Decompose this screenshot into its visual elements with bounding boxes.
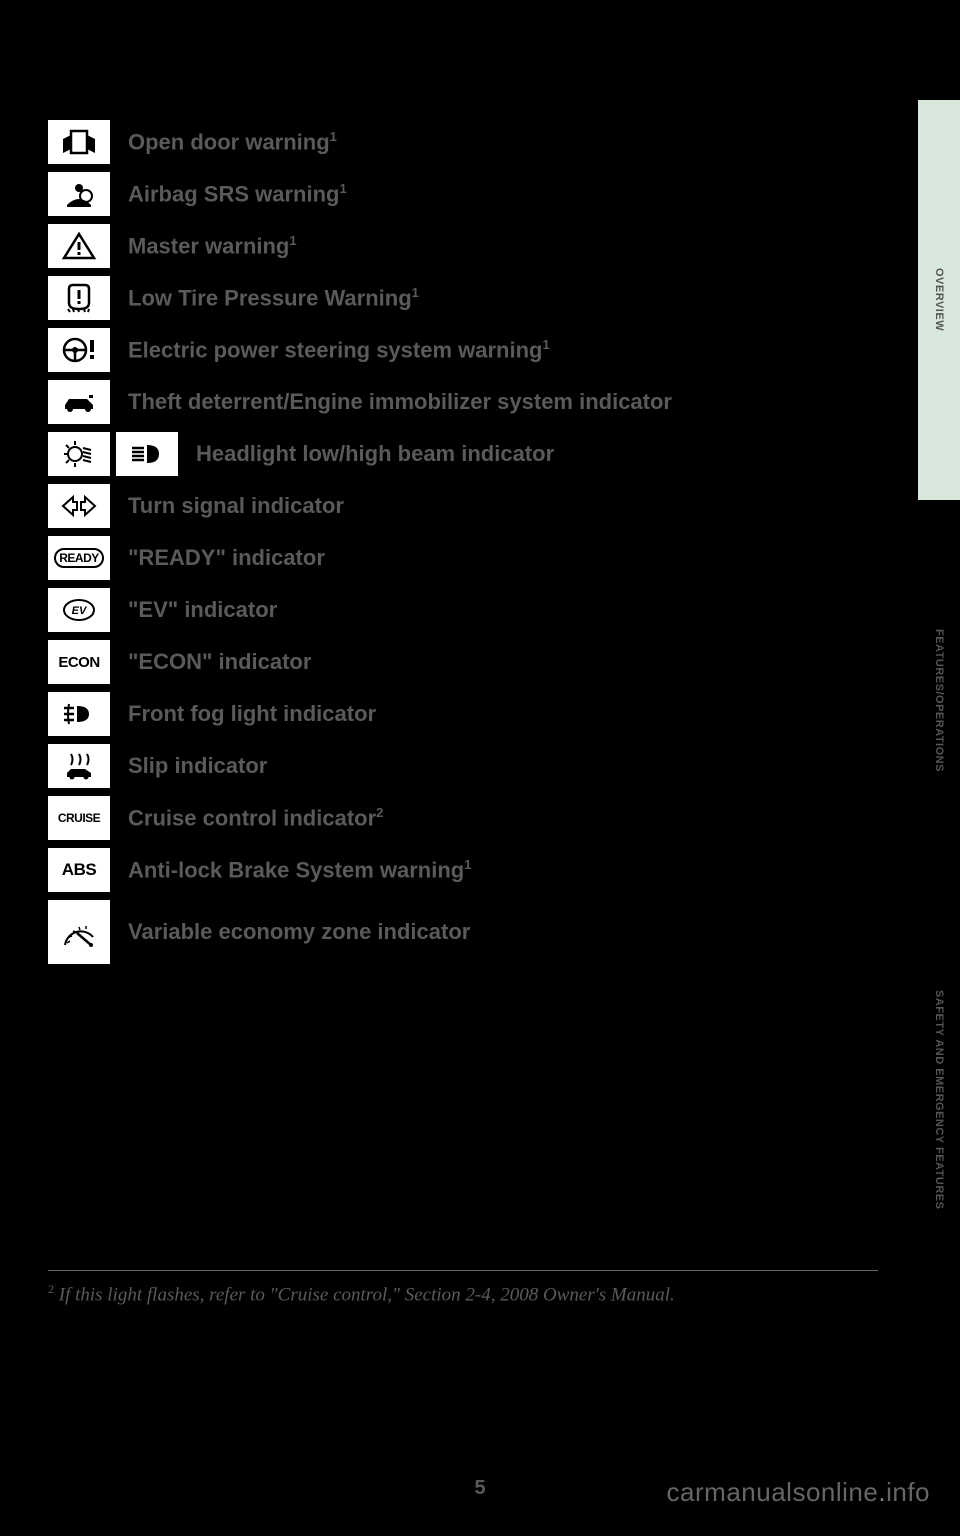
footnote: 2 If this light flashes, refer to "Cruis… [48, 1282, 868, 1306]
indicator-superscript: 1 [339, 181, 346, 196]
footnote-sup: 2 [48, 1282, 54, 1296]
indicator-label: Front fog light indicator [128, 701, 376, 727]
indicator-row: Open door warning1 [48, 120, 848, 164]
indicator-label: "ECON" indicator [128, 649, 311, 675]
indicator-row: "EV" indicator [48, 588, 848, 632]
tire-pressure-icon [48, 276, 110, 320]
indicator-row: Front fog light indicator [48, 692, 848, 736]
footnote-divider [48, 1270, 878, 1271]
indicator-row: Electric power steering system warning1 [48, 328, 848, 372]
indicator-row: READY "READY" indicator [48, 536, 848, 580]
abs-icon: ABS [48, 848, 110, 892]
slip-icon [48, 744, 110, 788]
indicator-label: "EV" indicator [128, 597, 277, 623]
side-tab[interactable]: SAFETY AND EMERGENCY FEATURES [918, 900, 960, 1300]
headlight-high-icon [116, 432, 178, 476]
ev-icon [48, 588, 110, 632]
indicator-row: Turn signal indicator [48, 484, 848, 528]
indicator-superscript: 1 [330, 129, 337, 144]
indicator-label: Headlight low/high beam indicator [196, 441, 554, 467]
indicator-superscript: 1 [542, 337, 549, 352]
gauge-icon [48, 900, 110, 964]
indicator-superscript: 2 [376, 805, 383, 820]
econ-icon: ECON [48, 640, 110, 684]
side-tabs: OVERVIEWFEATURES/OPERATIONSSAFETY AND EM… [918, 100, 960, 1300]
indicator-row: Slip indicator [48, 744, 848, 788]
door-open-icon [48, 120, 110, 164]
cruise-icon: CRUISE [48, 796, 110, 840]
headlight-low-icon [48, 432, 110, 476]
indicator-label: Open door warning1 [128, 129, 337, 156]
indicator-row: Master warning1 [48, 224, 848, 268]
indicator-list: Open door warning1 Airbag SRS warning1 Mas… [48, 120, 848, 972]
indicator-row: Low Tire Pressure Warning1 [48, 276, 848, 320]
indicator-label: Master warning1 [128, 233, 297, 260]
indicator-label: Variable economy zone indicator [128, 919, 470, 945]
triangle-exclaim-icon [48, 224, 110, 268]
watermark: carmanualsonline.info [667, 1477, 930, 1508]
indicator-row: ABS Anti-lock Brake System warning1 [48, 848, 848, 892]
indicator-row: Variable economy zone indicator [48, 900, 848, 964]
ready-icon: READY [48, 536, 110, 580]
indicator-superscript: 1 [289, 233, 296, 248]
fog-light-icon [48, 692, 110, 736]
car-key-icon [48, 380, 110, 424]
indicator-label: Slip indicator [128, 753, 267, 779]
indicator-label: Airbag SRS warning1 [128, 181, 347, 208]
indicator-label: Low Tire Pressure Warning1 [128, 285, 419, 312]
steering-exclaim-icon [48, 328, 110, 372]
indicator-row: Theft deterrent/Engine immobilizer syste… [48, 380, 848, 424]
turn-signals-icon [48, 484, 110, 528]
airbag-icon [48, 172, 110, 216]
indicator-row: Headlight low/high beam indicator [48, 432, 848, 476]
indicator-label: Electric power steering system warning1 [128, 337, 550, 364]
indicator-label: Cruise control indicator2 [128, 805, 383, 832]
indicator-superscript: 1 [412, 285, 419, 300]
watermark-left: carmanualsonline [667, 1477, 879, 1507]
side-tab[interactable]: OVERVIEW [918, 100, 960, 500]
indicator-row: CRUISE Cruise control indicator2 [48, 796, 848, 840]
indicator-superscript: 1 [464, 857, 471, 872]
indicator-label: Anti-lock Brake System warning1 [128, 857, 471, 884]
watermark-right: info [886, 1477, 930, 1507]
indicator-row: ECON "ECON" indicator [48, 640, 848, 684]
indicator-label: Turn signal indicator [128, 493, 344, 519]
page-number: 5 [474, 1477, 485, 1500]
indicator-row: Airbag SRS warning1 [48, 172, 848, 216]
indicator-label: "READY" indicator [128, 545, 325, 571]
side-tab[interactable]: FEATURES/OPERATIONS [918, 500, 960, 900]
indicator-label: Theft deterrent/Engine immobilizer syste… [128, 389, 672, 415]
footnote-text: If this light flashes, refer to "Cruise … [59, 1284, 675, 1305]
